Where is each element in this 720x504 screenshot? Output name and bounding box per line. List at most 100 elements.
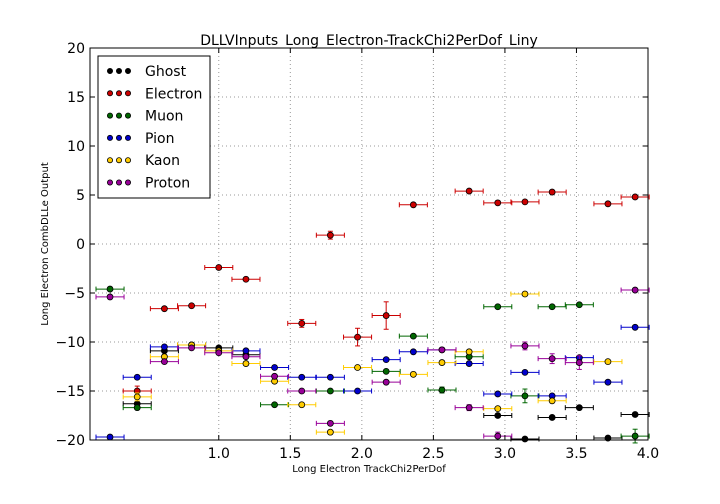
- muon-point: [409, 332, 417, 340]
- kaon-point: [494, 405, 502, 413]
- kaon-point: [548, 397, 556, 405]
- proton-point: [215, 349, 223, 357]
- pion-point: [326, 373, 334, 381]
- proton-point: [521, 342, 529, 350]
- x-axis-label: Long Electron TrackChi2PerDof: [292, 464, 446, 475]
- y-axis-label: Long Electron CombDLLe Output: [40, 162, 51, 326]
- muon-point: [631, 432, 639, 440]
- y-tick-label: 15: [67, 90, 85, 106]
- pion-point: [298, 373, 306, 381]
- muon-point: [326, 387, 334, 395]
- legend-marker-kaon: [116, 157, 123, 164]
- legend-marker-proton: [107, 179, 114, 186]
- legend-marker-muon: [107, 112, 114, 119]
- legend-marker-proton: [116, 179, 123, 186]
- muon-point: [382, 367, 390, 375]
- legend-marker-ghost: [116, 68, 123, 75]
- pion-point: [465, 360, 473, 367]
- x-tick-label: 2.0: [351, 446, 373, 462]
- legend-marker-ghost: [107, 68, 114, 75]
- y-tick-label: 20: [67, 41, 85, 57]
- electron-point: [631, 193, 639, 201]
- proton-point: [382, 378, 390, 386]
- legend-marker-electron: [116, 90, 123, 97]
- y-tick-label: −10: [55, 335, 85, 351]
- legend-label-muon: Muon: [145, 109, 183, 125]
- pion-point: [106, 433, 114, 441]
- legend-label-kaon: Kaon: [145, 153, 180, 169]
- kaon-point: [604, 358, 612, 366]
- pion-point: [242, 347, 250, 355]
- muon-point: [106, 285, 114, 293]
- proton-point: [271, 372, 278, 380]
- kaon-point: [409, 370, 417, 378]
- electron-point: [326, 231, 334, 239]
- y-tick-label: 0: [76, 237, 85, 253]
- legend-marker-muon: [116, 112, 123, 119]
- proton-point: [438, 346, 446, 354]
- proton-point: [494, 432, 502, 440]
- proton-point: [631, 286, 639, 294]
- proton-point: [326, 419, 334, 427]
- y-tick-label: −20: [55, 433, 85, 449]
- electron-point: [548, 188, 556, 196]
- electron-point: [604, 200, 612, 208]
- kaon-point: [438, 359, 446, 366]
- x-tick-label: 1.0: [208, 446, 230, 462]
- electron-point: [465, 187, 473, 195]
- electron-point: [382, 312, 390, 319]
- kaon-point: [465, 348, 473, 356]
- electron-point: [188, 302, 195, 310]
- legend-label-ghost: Ghost: [145, 64, 187, 80]
- electron-point: [242, 275, 250, 283]
- legend-marker-pion: [125, 134, 132, 141]
- y-tick-label: −15: [55, 384, 85, 400]
- x-tick-label: 1.5: [279, 446, 301, 462]
- kaon-point: [133, 393, 141, 401]
- pion-point: [271, 364, 278, 371]
- axes: 1.0 1.5 2.0 2.5 3.0 3.5 4.0 20 15 10 5 0 −5 −10 −15 −20: [55, 41, 659, 462]
- electron-point: [521, 198, 529, 206]
- data-marks: [95, 187, 650, 444]
- legend-marker-ghost: [125, 68, 132, 75]
- electron-point: [215, 264, 223, 271]
- ghost-point: [631, 411, 639, 418]
- muon-point: [438, 386, 446, 394]
- pion-point: [604, 378, 612, 386]
- y-tick-label: 10: [67, 139, 85, 155]
- legend-marker-pion: [116, 134, 123, 141]
- muon-point: [548, 303, 556, 311]
- pion-point: [160, 343, 168, 351]
- y-tick-label: 5: [76, 188, 85, 204]
- proton-point: [465, 404, 473, 412]
- legend-label-electron: Electron: [145, 86, 202, 102]
- legend-marker-electron: [107, 90, 114, 97]
- legend-marker-muon: [125, 112, 132, 119]
- chart-title: DLLVInputs_Long_Electron-TrackChi2PerDof…: [200, 33, 538, 49]
- legend-marker-proton: [125, 179, 132, 186]
- pion-point: [631, 323, 639, 331]
- electron-point: [494, 199, 502, 207]
- proton-point: [242, 353, 250, 361]
- pion-point: [494, 390, 502, 398]
- electron-point: [298, 319, 306, 327]
- pion-point: [382, 356, 390, 364]
- legend-label-proton: Proton: [145, 176, 190, 192]
- electron-point: [354, 333, 361, 341]
- pion-point: [521, 368, 529, 376]
- kaon-point: [521, 290, 529, 298]
- proton-point: [188, 344, 195, 352]
- electron-point: [409, 201, 417, 209]
- pion-point: [133, 373, 141, 381]
- legend-box: [97, 55, 211, 199]
- kaon-point: [354, 364, 361, 371]
- proton-point: [548, 355, 556, 363]
- pion-point: [354, 387, 361, 395]
- proton-point: [298, 387, 306, 395]
- legend-label-pion: Pion: [145, 131, 174, 147]
- muon-point: [133, 404, 141, 412]
- kaon-point: [298, 401, 306, 409]
- pion-point: [409, 348, 417, 356]
- muon-point: [521, 392, 529, 400]
